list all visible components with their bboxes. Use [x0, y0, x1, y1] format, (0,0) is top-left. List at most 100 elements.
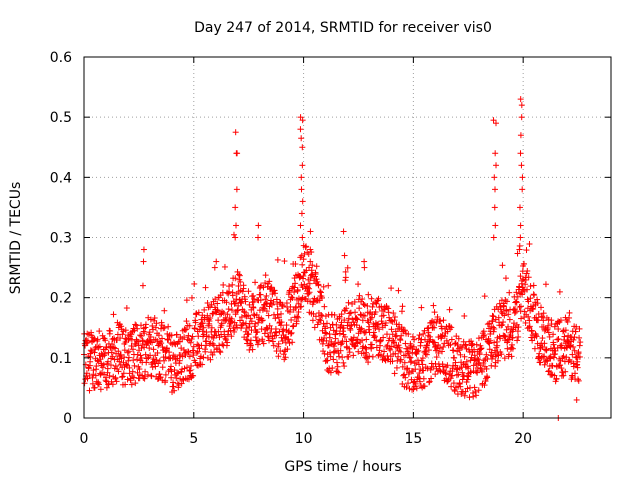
data-point [337, 347, 344, 354]
data-point [369, 353, 376, 360]
data-point [280, 326, 287, 333]
data-point [342, 274, 349, 281]
data-point [537, 359, 544, 366]
data-point [563, 354, 570, 361]
data-point [504, 337, 511, 344]
data-point [371, 333, 378, 340]
data-point [503, 298, 510, 305]
data-point [473, 341, 480, 348]
data-point [315, 282, 322, 289]
data-point [186, 322, 193, 329]
data-point [168, 363, 175, 370]
data-point [275, 353, 282, 360]
data-point [434, 313, 441, 320]
data-point [270, 342, 277, 349]
data-point [380, 334, 387, 341]
data-point [116, 358, 123, 365]
data-point [209, 340, 216, 347]
data-point [464, 385, 471, 392]
data-point [517, 273, 524, 280]
data-point [161, 307, 168, 314]
data-point [92, 372, 99, 379]
data-point [456, 380, 463, 387]
data-point [457, 351, 464, 358]
data-point [406, 385, 413, 392]
data-point [519, 174, 526, 181]
data-point [263, 292, 270, 299]
data-point [514, 250, 521, 257]
data-point [501, 312, 508, 319]
data-point [478, 345, 485, 352]
data-point [540, 317, 547, 324]
data-point [546, 333, 553, 340]
data-point [286, 309, 293, 316]
data-point [391, 370, 398, 377]
data-point [440, 343, 447, 350]
data-point [485, 339, 492, 346]
data-point [401, 359, 408, 366]
data-point [268, 301, 275, 308]
data-point [147, 333, 154, 340]
data-point [203, 338, 210, 345]
data-point [556, 288, 563, 295]
data-point [278, 319, 285, 326]
data-point [250, 292, 257, 299]
data-point [341, 333, 348, 340]
data-point [359, 317, 366, 324]
data-point [483, 365, 490, 372]
data-point [143, 359, 150, 366]
data-point [165, 336, 172, 343]
data-point [277, 348, 284, 355]
data-point [229, 292, 236, 299]
data-point [533, 333, 540, 340]
data-point [366, 353, 373, 360]
data-point [101, 371, 108, 378]
data-point [216, 348, 223, 355]
data-point [192, 359, 199, 366]
data-point [233, 150, 240, 157]
x-axis-label: GPS time / hours [284, 459, 401, 475]
data-point [575, 349, 582, 356]
data-point [525, 298, 532, 305]
data-point [119, 373, 126, 380]
data-point [486, 340, 493, 347]
data-point [336, 330, 343, 337]
data-point [342, 268, 349, 275]
data-point [128, 342, 135, 349]
data-point [419, 355, 426, 362]
data-point [295, 308, 302, 315]
data-point [565, 339, 572, 346]
data-point [209, 310, 216, 317]
data-point [482, 375, 489, 382]
data-point [304, 284, 311, 291]
data-point [555, 318, 562, 325]
data-point [233, 296, 240, 303]
data-point [213, 258, 220, 265]
data-point [100, 361, 107, 368]
data-point [451, 388, 458, 395]
data-point [535, 311, 542, 318]
data-point [498, 322, 505, 329]
data-point [254, 328, 261, 335]
data-point [486, 346, 493, 353]
data-point [512, 308, 519, 315]
data-point [263, 308, 270, 315]
data-point [322, 313, 329, 320]
data-point [536, 350, 543, 357]
data-point [409, 333, 416, 340]
data-point [525, 324, 532, 331]
data-point [479, 368, 486, 375]
data-point [95, 381, 102, 388]
data-point [147, 316, 154, 323]
data-point [189, 333, 196, 340]
data-point [153, 320, 160, 327]
data-point [570, 336, 577, 343]
data-point [178, 368, 185, 375]
data-point [159, 335, 166, 342]
data-point [410, 386, 417, 393]
data-point [257, 297, 264, 304]
data-point [109, 381, 116, 388]
data-point [185, 332, 192, 339]
data-point [155, 332, 162, 339]
y-tick-label: 0.5 [50, 110, 72, 126]
